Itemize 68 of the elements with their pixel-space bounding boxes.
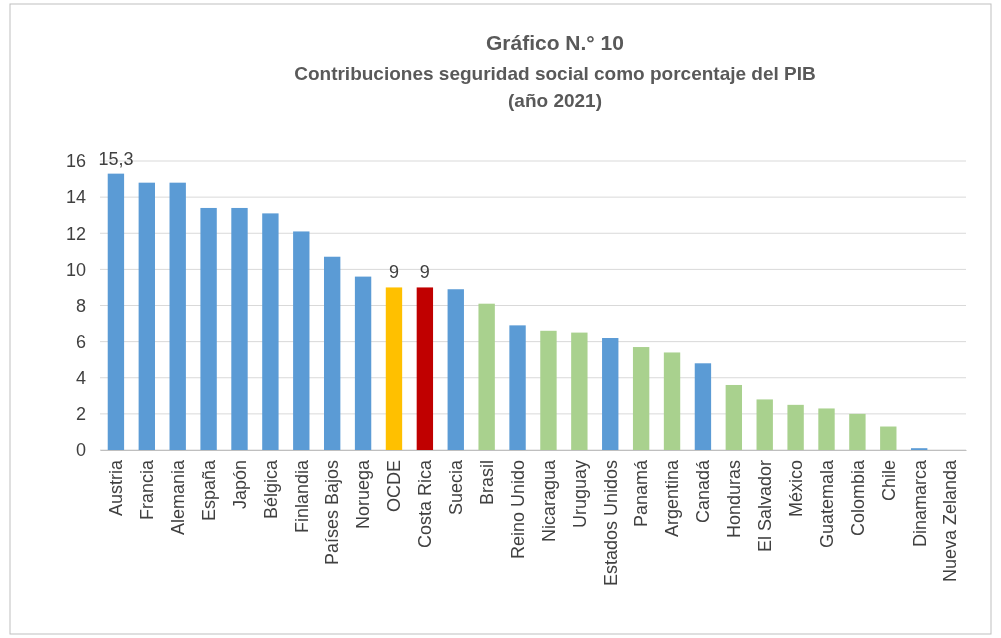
x-tick-label: Canadá	[693, 459, 714, 524]
bar	[293, 231, 310, 450]
x-tick-label: Noruega	[353, 459, 374, 530]
x-tick-label: Alemania	[168, 459, 188, 536]
bar	[107, 173, 125, 450]
x-tick-label: Francia	[137, 459, 158, 521]
x-tick-label: Chile	[878, 460, 899, 502]
x-tick-label: Dinamarca	[909, 459, 930, 548]
x-tick-label: Nueva Zelanda	[940, 459, 961, 583]
bar	[200, 207, 217, 450]
bar	[478, 303, 495, 450]
x-tick-label: Brasil	[476, 460, 497, 506]
bar	[540, 330, 557, 450]
bar	[354, 276, 372, 450]
x-tick-label: Suecia	[446, 459, 467, 516]
y-tick-label: 4	[75, 368, 86, 389]
bar	[231, 207, 248, 450]
bar	[447, 289, 464, 450]
bar	[756, 399, 773, 450]
bar	[849, 413, 866, 450]
bar	[385, 287, 403, 450]
bar	[818, 408, 835, 450]
x-tick-label: OCDE	[384, 460, 405, 513]
x-tick-label: Panamá	[631, 459, 652, 528]
x-tick-label: Finlandia	[291, 459, 312, 534]
bar	[663, 352, 681, 450]
bar	[602, 338, 619, 450]
x-tick-label: Estados Unidos	[600, 460, 621, 587]
y-tick-label: 2	[75, 404, 86, 425]
x-tick-label: Nicaragua	[538, 459, 559, 543]
bar	[169, 182, 186, 450]
data-label: 9	[388, 262, 399, 283]
bar	[262, 213, 279, 450]
bar	[694, 363, 712, 450]
y-tick-label: 6	[75, 331, 86, 352]
x-tick-label: Argentina	[662, 459, 683, 538]
chart-subtitle: Contribuciones seguridad social como porcentaje del PIB (año 2021)	[294, 63, 816, 111]
chart-title: Gráfico N.° 10	[486, 31, 624, 54]
x-tick-label: Reino Unido	[507, 460, 528, 560]
bar	[632, 347, 650, 450]
bar	[138, 182, 155, 450]
x-tick-label: México	[785, 460, 806, 518]
bar	[787, 404, 804, 450]
x-tick-label: Costa Rica	[415, 459, 436, 549]
data-label: 15,3	[98, 148, 134, 169]
y-tick-label: 12	[65, 223, 86, 244]
x-tick-label: Austria	[106, 459, 127, 517]
x-tick-label: España	[198, 459, 219, 522]
bar	[571, 332, 588, 450]
bar	[725, 384, 743, 450]
y-tick-label: 0	[75, 440, 86, 461]
bar	[416, 287, 434, 450]
bar	[509, 325, 526, 450]
x-tick-label: Bélgica	[260, 459, 281, 520]
bar	[323, 256, 341, 450]
x-tick-label: Japón	[229, 460, 250, 510]
y-tick-label: 16	[65, 151, 86, 172]
x-tick-label: El Salvador	[755, 460, 776, 553]
data-label: 9	[419, 262, 430, 283]
x-tick-label: Uruguay	[569, 460, 590, 529]
bar	[880, 426, 897, 450]
y-tick-label: 8	[75, 295, 86, 316]
y-tick-label: 10	[65, 259, 86, 280]
x-tick-label: Guatemala	[816, 459, 837, 549]
x-tick-label: Países Bajos	[322, 460, 343, 566]
y-tick-label: 14	[65, 187, 86, 208]
x-tick-label: Colombia	[847, 459, 868, 537]
x-tick-label: Honduras	[724, 460, 745, 539]
